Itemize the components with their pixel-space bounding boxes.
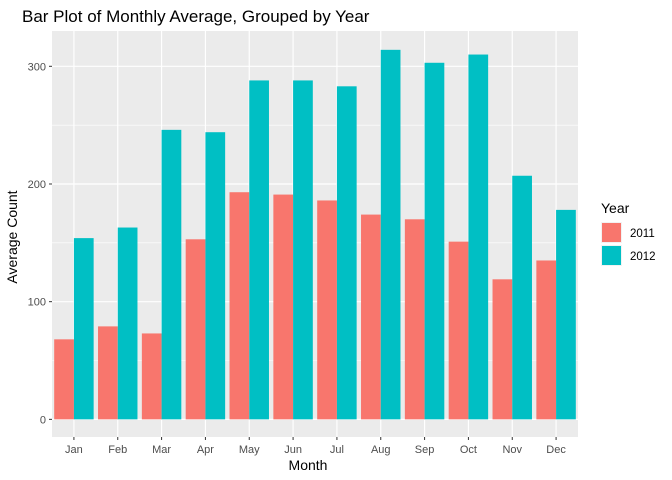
x-tick-label: Jul <box>330 444 344 456</box>
x-tick-label: Jan <box>65 444 83 456</box>
y-tick-label: 200 <box>28 179 46 191</box>
y-tick-label: 300 <box>28 61 46 73</box>
bar-2011-may <box>229 192 250 420</box>
x-tick-label: May <box>239 444 260 456</box>
legend: Year 2011 2012 <box>601 200 656 266</box>
bar-2011-jul <box>317 200 337 420</box>
legend-label-2012: 2012 <box>630 251 656 263</box>
bar-2012-jul <box>336 86 357 420</box>
x-tick-label: Mar <box>152 444 171 456</box>
bar-2012-mar <box>161 129 182 420</box>
x-tick-label: Feb <box>108 444 127 456</box>
x-tick-label: Nov <box>502 444 522 456</box>
x-tick-label: Jun <box>284 444 302 456</box>
x-tick-label: Apr <box>197 444 214 456</box>
legend-key-2011 <box>602 223 621 242</box>
legend-title: Year <box>601 200 630 216</box>
y-tick-label: 0 <box>40 414 46 426</box>
y-axis-title: Average Count <box>4 190 20 283</box>
legend-label-2011: 2011 <box>630 228 655 240</box>
bar-2012-feb <box>117 227 138 420</box>
x-axis: Jan Feb Mar Apr May Jun Jul Aug Sep Oct Nov Dec <box>65 437 566 456</box>
bar-2012-may <box>249 80 269 420</box>
y-axis: 0 100 200 300 <box>28 61 52 426</box>
x-axis-title: Month <box>289 457 328 473</box>
bar-2012-jun <box>293 80 313 420</box>
bar-2011-nov <box>492 279 513 420</box>
legend-key-2012 <box>602 246 621 265</box>
bar-2012-aug <box>380 49 401 420</box>
bars <box>54 49 576 420</box>
bar-2012-oct <box>468 54 489 420</box>
bar-2011-oct <box>448 241 469 420</box>
bar-2012-dec <box>556 209 576 420</box>
panel-background <box>52 31 578 437</box>
bar-2011-apr <box>185 239 206 420</box>
x-tick-label: Dec <box>546 444 566 456</box>
bar-2011-jan <box>54 339 74 420</box>
x-tick-label: Sep <box>415 444 435 456</box>
x-tick-label: Oct <box>460 444 477 456</box>
bar-2012-jan <box>73 238 94 420</box>
chart-title: Bar Plot of Monthly Average, Grouped by … <box>22 7 370 26</box>
x-tick-label: Aug <box>371 444 391 456</box>
bar-2011-sep <box>404 219 425 420</box>
bar-2012-nov <box>512 175 532 420</box>
bar-2012-sep <box>424 62 445 420</box>
bar-2011-feb <box>98 326 118 420</box>
bar-2011-mar <box>141 333 162 420</box>
bar-2011-jun <box>273 194 294 420</box>
y-tick-label: 100 <box>28 297 46 309</box>
bar-2012-apr <box>205 132 226 420</box>
bar-2011-dec <box>536 260 557 420</box>
bar-2011-aug <box>361 214 381 420</box>
